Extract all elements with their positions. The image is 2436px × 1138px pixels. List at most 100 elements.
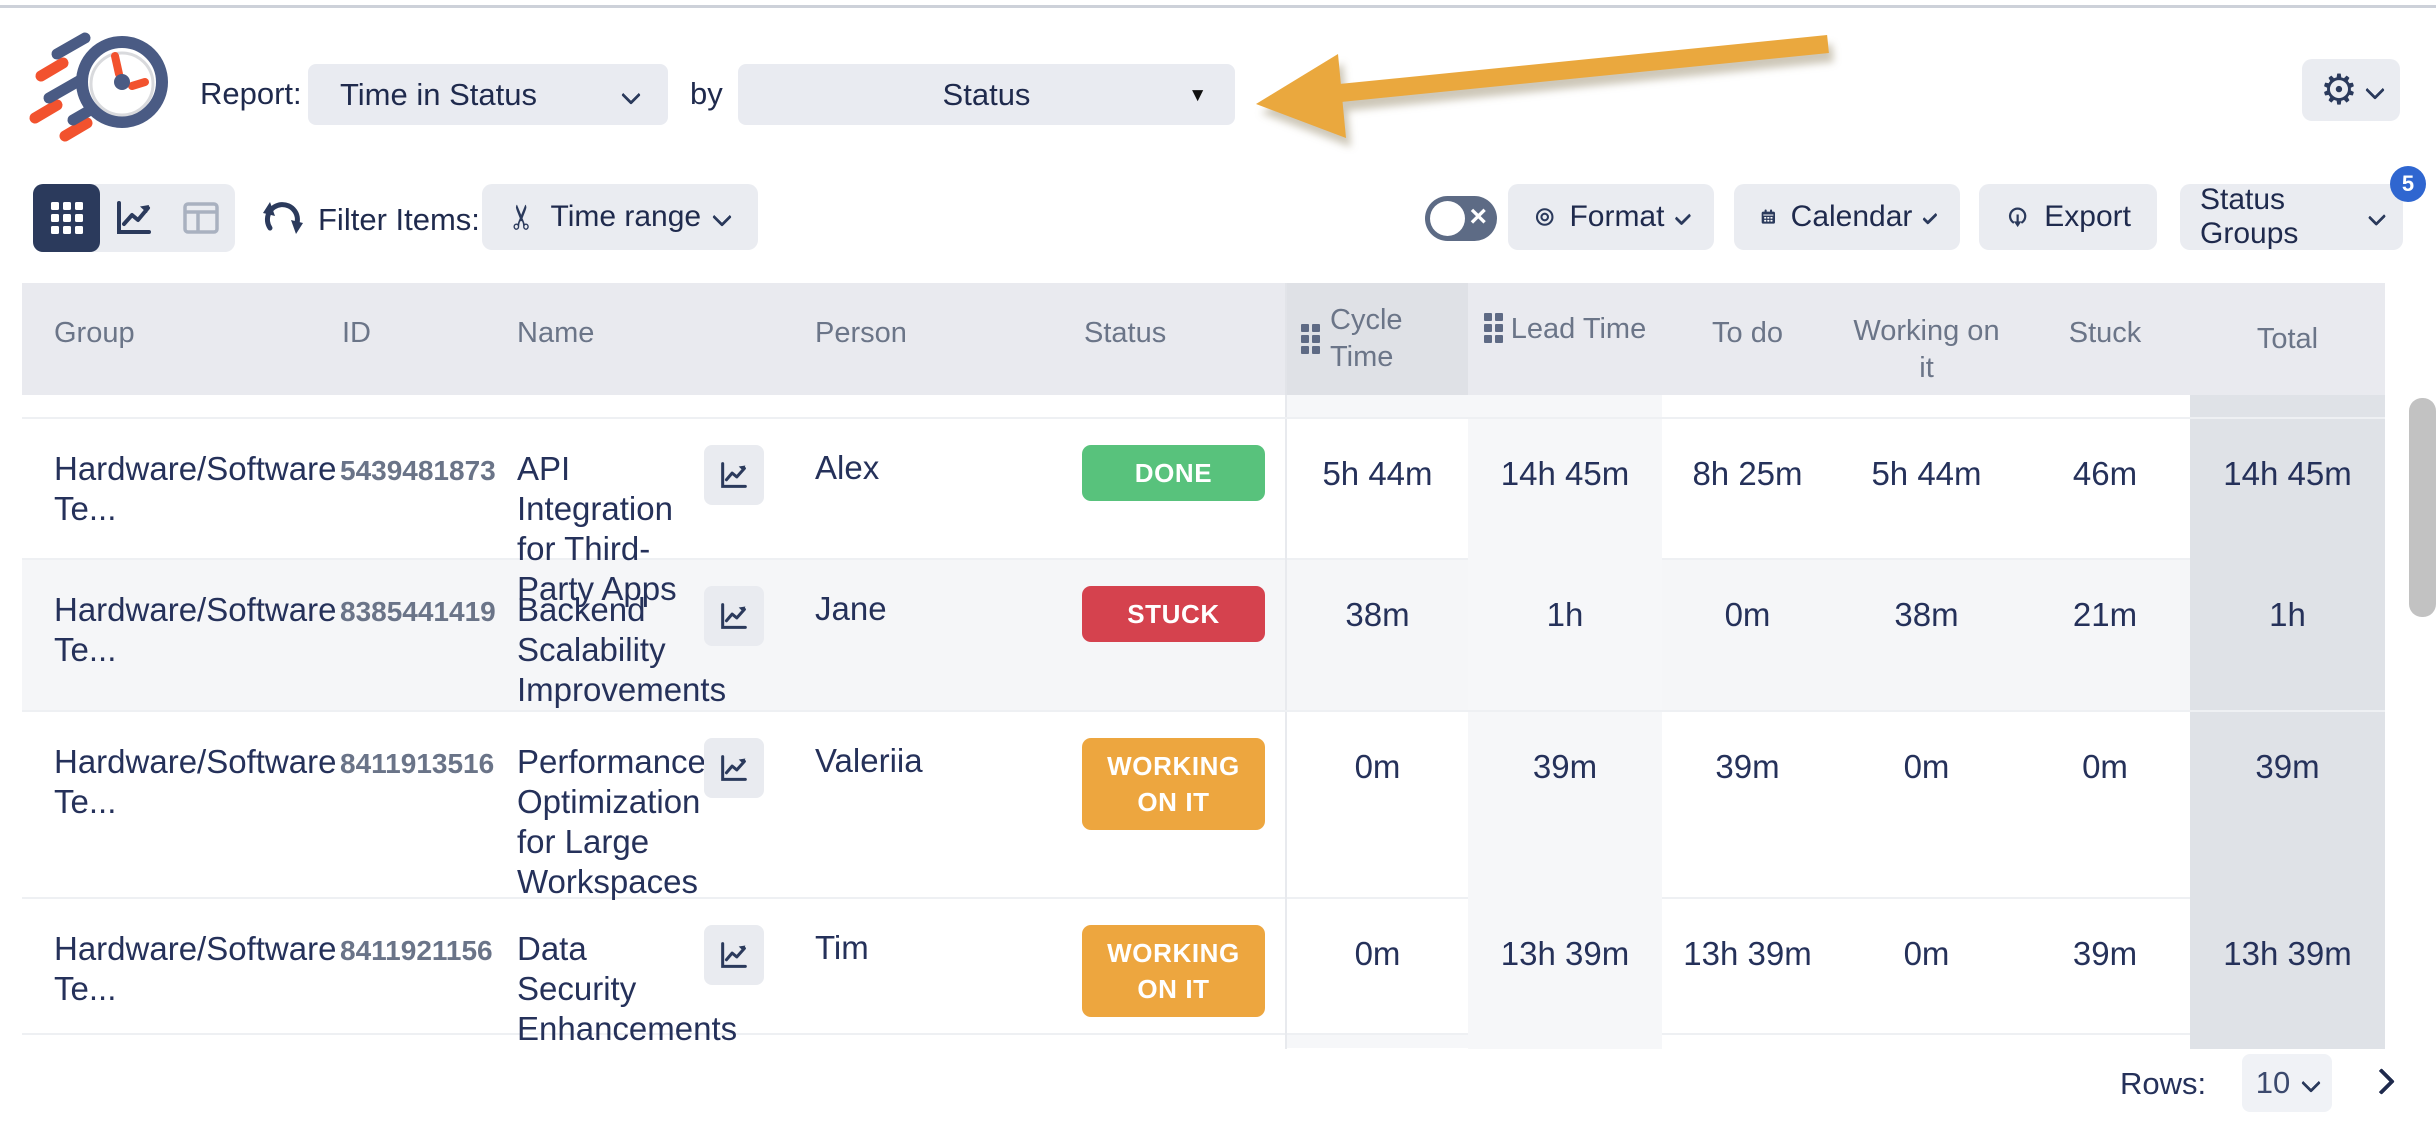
export-download-icon <box>2008 207 2027 228</box>
cell-group: Hardware/Software Te... <box>54 591 337 668</box>
report-type-dropdown[interactable]: Time in Status <box>308 64 668 125</box>
cell-person: Jane <box>815 590 887 627</box>
table-row[interactable]: Hardware/Software Te... 8411913516 Perfo… <box>22 712 2385 902</box>
drag-handle-icon[interactable] <box>1483 313 1503 343</box>
cell-name: API Integration for Third-Party Apps <box>517 450 677 607</box>
chevron-down-icon <box>1922 209 1938 225</box>
cell-chart-action <box>691 899 777 1049</box>
cell-id: 8411913516 <box>340 748 495 779</box>
rows-per-page-dropdown[interactable]: 10 <box>2242 1054 2332 1112</box>
table-row[interactable]: Hardware/Software Te... 5439481873 API I… <box>22 419 2385 609</box>
vertical-scrollbar-thumb[interactable] <box>2409 398 2436 617</box>
status-groups-count-badge: 5 <box>2390 166 2426 202</box>
column-header-group[interactable]: Group <box>54 317 135 349</box>
cell-todo: 39m <box>1715 748 1780 785</box>
column-header-person[interactable]: Person <box>815 317 907 349</box>
cell-todo: 8h 25m <box>1692 455 1803 492</box>
drag-handle-icon[interactable] <box>1301 324 1320 354</box>
report-table: Group ID Name Person Status Cycle Time Le… <box>22 283 2385 1049</box>
item-chart-button[interactable] <box>704 925 764 985</box>
by-label: by <box>690 76 723 111</box>
cell-person: Valeriia <box>815 742 923 779</box>
report-type-value: Time in Status <box>340 76 537 112</box>
cell-name: Backend Scalability Improvements <box>517 591 727 708</box>
cell-person: Tim <box>815 929 869 966</box>
comparison-toggle[interactable]: × <box>1425 196 1497 241</box>
toggle-x-icon: × <box>1469 200 1487 233</box>
cell-cycle-time: 0m <box>1285 712 1468 902</box>
chart-view-button[interactable] <box>100 184 167 252</box>
table-view-button[interactable] <box>33 184 100 252</box>
status-badge: WORKING ON IT <box>1082 738 1265 830</box>
column-header-id[interactable]: ID <box>342 317 371 349</box>
format-button[interactable]: Format <box>1508 184 1714 250</box>
format-target-icon <box>1535 208 1554 226</box>
top-bar: Report: Time in Status by Status ▼ ⚙ <box>0 8 2436 151</box>
time-range-label: Time range <box>550 200 702 233</box>
refresh-icon[interactable] <box>258 192 308 244</box>
column-header-todo[interactable]: To do <box>1712 317 1783 349</box>
column-header-name[interactable]: Name <box>517 317 595 349</box>
cell-lead-time: 13h 39m <box>1468 899 1662 1049</box>
header-gap-strip <box>22 395 2385 419</box>
status-groups-button[interactable]: Status Groups <box>2180 183 2403 250</box>
export-button[interactable]: Export <box>1979 184 2157 250</box>
status-badge: WORKING ON IT <box>1082 925 1265 1017</box>
top-border <box>0 5 2436 8</box>
cell-cycle-time: 0m <box>1285 899 1468 1049</box>
status-groups-label: Status Groups <box>2200 183 2299 250</box>
cell-lead-time: 39m <box>1468 712 1662 902</box>
cell-id: 8411921156 <box>340 935 493 966</box>
item-chart-button[interactable] <box>704 445 764 505</box>
chevron-down-icon <box>1674 208 1692 226</box>
group-by-dropdown[interactable]: Status ▼ <box>738 64 1235 125</box>
calendar-button[interactable]: Calendar <box>1734 184 1960 250</box>
column-header-total[interactable]: Total <box>2256 322 2319 355</box>
time-range-button[interactable]: ✂ Time range <box>482 184 758 250</box>
cell-group: Hardware/Software Te... <box>54 450 337 527</box>
cell-chart-action <box>691 419 777 609</box>
cell-chart-action <box>691 560 777 710</box>
board-view-button[interactable] <box>167 184 234 252</box>
settings-button[interactable]: ⚙ <box>2302 59 2400 121</box>
cell-cycle-time: 38m <box>1285 560 1468 710</box>
cell-todo: 0m <box>1724 596 1771 633</box>
cell-stuck: 46m <box>2072 455 2138 492</box>
chevron-down-icon <box>2367 207 2387 227</box>
column-header-working-on-it[interactable]: Working on it <box>1853 315 2000 384</box>
calendar-icon <box>1761 209 1776 224</box>
status-badge: DONE <box>1082 445 1265 501</box>
app-logo-clock-icon <box>29 32 168 142</box>
cell-group: Hardware/Software Te... <box>54 743 337 820</box>
column-header-stuck[interactable]: Stuck <box>2068 317 2142 349</box>
chevron-down-icon <box>2364 80 2385 100</box>
table-row[interactable]: Hardware/Software Te... 8411921156 Data … <box>22 899 2385 1049</box>
item-chart-button[interactable] <box>704 586 764 646</box>
chevron-down-icon <box>621 85 641 105</box>
line-chart-icon <box>721 603 747 629</box>
item-chart-button[interactable] <box>704 738 764 798</box>
cell-status: STUCK <box>1072 560 1285 710</box>
line-chart-icon <box>116 201 151 234</box>
cell-working-on-it: 5h 44m <box>1871 455 1982 492</box>
clipped-row-strip <box>22 1035 2385 1048</box>
column-header-cycle-time[interactable]: Cycle Time <box>1285 283 1468 395</box>
cell-status: WORKING ON IT <box>1072 712 1285 902</box>
table-row[interactable]: Hardware/Software Te... 8385441419 Backe… <box>22 560 2385 712</box>
cell-stuck: 21m <box>2072 596 2138 633</box>
cell-name: Data Security Enhancements <box>517 930 738 1047</box>
board-layout-icon <box>182 202 219 234</box>
gear-icon: ⚙ <box>2320 66 2358 113</box>
line-chart-icon <box>721 942 747 968</box>
scissors-icon: ✂ <box>503 202 542 232</box>
cell-lead-time: 1h <box>1468 560 1662 710</box>
line-chart-icon <box>721 755 747 781</box>
column-header-lead-time[interactable]: Lead Time <box>1468 283 1662 395</box>
column-header-status[interactable]: Status <box>1084 317 1167 349</box>
toggle-knob <box>1430 201 1465 236</box>
next-page-button[interactable] <box>2368 1068 2395 1095</box>
export-label: Export <box>2044 200 2131 233</box>
cell-working-on-it: 0m <box>1903 748 1950 785</box>
grid-icon <box>50 202 83 234</box>
cell-total: 1h <box>2190 560 2385 710</box>
